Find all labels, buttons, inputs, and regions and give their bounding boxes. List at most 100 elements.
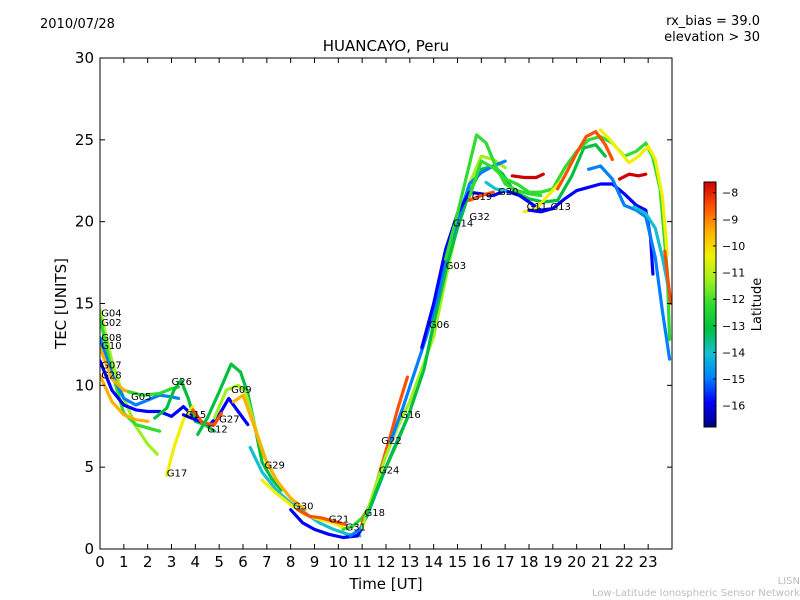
x-tick-label: 16 [472,553,491,571]
satellite-label-g22: G22 [381,436,401,447]
x-tick-label: 5 [214,553,224,571]
satellite-label-g04: G04 [101,308,121,319]
rx-bias-label: rx_bias = 39.0 [666,14,760,29]
colorbar-tick-label: −9 [722,213,738,226]
tec-series-30 [510,172,545,180]
satellite-label-g18: G18 [365,508,385,519]
tec-series-6 [100,373,150,423]
tec-series-17 [296,508,348,527]
tec-series-1 [100,308,159,456]
tec-series-12 [196,362,283,492]
x-tick-label: 17 [496,553,515,571]
satellite-label-g06: G06 [429,320,449,331]
tec-series-3 [100,336,181,407]
x-tick-label: 23 [639,553,658,571]
tec-series-23 [365,143,607,518]
satellite-label-g30: G30 [293,501,313,512]
satellite-label-g16: G16 [400,410,420,421]
tec-series-38 [663,249,672,306]
tec-series-33 [556,130,614,191]
y-axis-label: TEC [UNITS] [52,258,70,350]
colorbar-tick-label: −10 [722,240,745,253]
credit-block: LISN Low-Latitude Ionospheric Sensor Net… [592,576,800,600]
tec-series-29 [484,180,507,193]
elevation-label: elevation > 30 [664,30,760,45]
x-tick-label: 9 [310,553,320,571]
credit-lisn: LISN [777,576,800,587]
x-tick-label: 15 [448,553,467,571]
satellite-label-g19: G19 [472,192,492,203]
tec-series-18 [289,508,364,540]
satellite-label-g14: G14 [453,218,473,229]
satellite-label-g12: G12 [207,425,227,436]
satellite-label-g32: G32 [469,212,489,223]
tec-series-11 [191,408,224,427]
x-tick-label: 0 [95,553,105,571]
x-tick-label: 12 [376,553,395,571]
x-tick-label: 8 [286,553,296,571]
satellite-label-g11: G11 [527,202,547,213]
x-tick-label: 18 [519,553,538,571]
y-tick-label: 25 [75,131,94,149]
parameter-box: rx_bias = 39.0 elevation > 30 [664,14,760,46]
y-tick-label: 0 [84,540,94,558]
x-tick-label: 20 [567,553,586,571]
satellite-label-g27: G27 [219,415,239,426]
colorbar-tick-label: −13 [722,320,745,333]
satellite-label-g03: G03 [446,261,466,272]
colorbar-tick-label: −14 [722,346,745,359]
satellite-label-g28: G28 [101,371,121,382]
colorbar [703,181,717,428]
x-tick-label: 6 [238,553,248,571]
satellite-label-g24: G24 [379,465,399,476]
tec-series-37 [618,172,648,181]
y-tick-label: 10 [75,376,94,394]
tec-series-28 [467,190,495,202]
satellite-label-g20: G20 [498,187,518,198]
colorbar-tick-label: −11 [722,267,745,280]
y-tick-label: 5 [84,458,94,476]
satellite-label-g08: G08 [101,333,121,344]
tec-series-26 [444,133,543,261]
chart-title: HUANCAYO, Peru [322,37,450,55]
satellite-label-g15: G15 [186,410,206,421]
y-tick-label: 15 [75,295,94,313]
colorbar-tick-label: −16 [722,400,745,413]
satellite-label-g17: G17 [167,469,187,480]
satellite-label-g02: G02 [101,318,121,329]
colorbar-label: Latitude [750,278,765,332]
tec-series-35 [587,164,672,361]
tec-series-14 [231,393,307,512]
x-tick-label: 21 [591,553,610,571]
x-tick-label: 7 [262,553,272,571]
satellite-label-g07: G07 [101,361,121,372]
colorbar-tick-label: −8 [722,187,738,200]
x-tick-label: 2 [143,553,153,571]
x-tick-label: 1 [119,553,129,571]
satellite-label-g13: G13 [550,202,570,213]
tec-series-36 [632,205,672,296]
date-label: 2010/07/28 [40,17,115,32]
tec-series-22 [360,154,507,530]
credit-network: Low-Latitude Ionospheric Sensor Network [592,588,800,599]
x-tick-label: 13 [400,553,419,571]
y-tick-label: 30 [75,49,94,67]
colorbar-tick-label: −12 [722,293,745,306]
x-tick-label: 14 [424,553,443,571]
tec-series-5 [100,359,197,420]
satellite-label-g21: G21 [329,515,349,526]
satellite-label-g26: G26 [172,377,192,388]
x-tick-label: 22 [615,553,634,571]
x-axis-label: Time [UT] [348,575,422,593]
y-tick-label: 20 [75,213,94,231]
series-group [100,128,672,540]
satellite-label-g31: G31 [345,523,365,534]
satellite-label-g29: G29 [264,461,284,472]
colorbar-tick-label: −15 [722,373,745,386]
tec-series-21 [360,375,409,525]
x-tick-label: 10 [329,553,348,571]
x-tick-label: 19 [543,553,562,571]
x-tick-label: 4 [191,553,201,571]
satellite-label-g10: G10 [101,341,121,352]
